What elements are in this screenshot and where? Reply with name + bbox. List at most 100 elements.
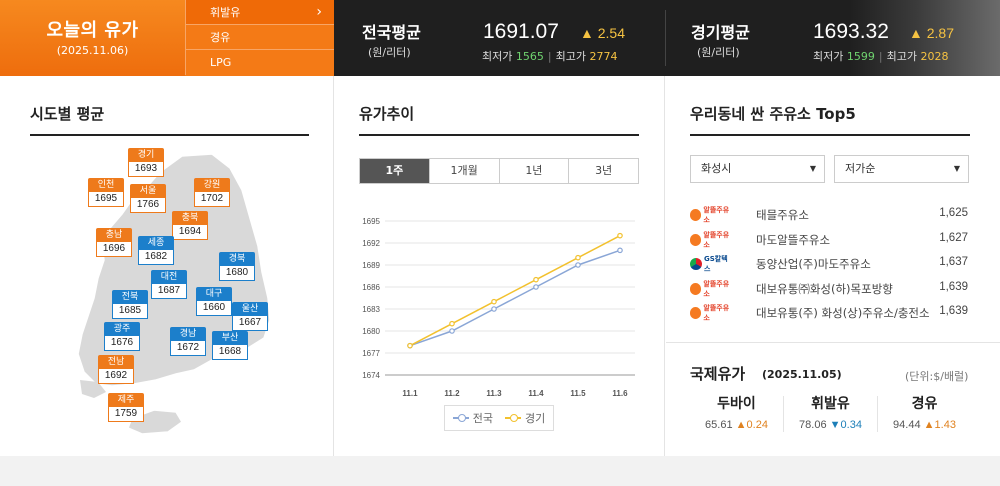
city-marker[interactable]: 울산 1667	[232, 302, 268, 331]
city-marker[interactable]: 세종 1682	[138, 236, 174, 265]
city-name: 경남	[170, 327, 206, 341]
city-marker[interactable]: 부산 1668	[212, 331, 248, 360]
city-name: 부산	[212, 331, 248, 345]
top-bar: 오늘의 유가 (2025.11.06) 휘발유 › 경유 LPG 전국평균 (원…	[0, 0, 1000, 76]
intl-item-dubai: 두바이 65.61 ▲0.24	[690, 393, 783, 431]
city-marker[interactable]: 전남 1692	[98, 355, 134, 384]
city-price: 1672	[170, 341, 206, 356]
caret-down-icon: ▼	[953, 164, 960, 173]
intl-item-diff: ▲0.24	[735, 419, 768, 431]
city-price: 1667	[232, 316, 268, 331]
city-price: 1685	[112, 304, 148, 319]
intl-item-gasoline: 휘발유 78.06 ▼0.34	[784, 393, 877, 431]
sort-select[interactable]: 저가순 ▼	[834, 155, 969, 183]
fuel-menu-item-lpg[interactable]: LPG	[185, 50, 334, 75]
x-tick-label: 11.4	[528, 389, 544, 398]
station-row[interactable]: GS칼텍스 동양산업(주)마도주유소 1,637	[690, 253, 970, 278]
fuel-menu-item-diesel[interactable]: 경유	[185, 25, 334, 50]
fuel-type-menu: 휘발유 › 경유 LPG	[185, 0, 334, 76]
intl-item-price: 94.44	[893, 419, 921, 431]
trend-title: 유가추이	[359, 105, 415, 123]
city-name: 경북	[219, 252, 255, 266]
tab-1year[interactable]: 1년	[498, 159, 569, 183]
city-marker[interactable]: 대전 1687	[151, 270, 187, 299]
x-tick-label: 11.3	[486, 389, 502, 398]
alddeul-logo-icon: 알뜰주유소	[690, 231, 734, 249]
city-marker[interactable]: 경기 1693	[128, 148, 164, 177]
intl-item-diff: ▼0.34	[829, 419, 862, 431]
caret-down-icon: ▼	[809, 164, 816, 173]
alddeul-logo-icon: 알뜰주유소	[690, 206, 734, 224]
data-point	[533, 276, 539, 283]
city-price: 1702	[194, 192, 230, 207]
fuel-menu-item-gasoline[interactable]: 휘발유 ›	[185, 0, 334, 25]
price-trend-chart: 1674 1677 1680 1683 1686 1689 1692 1695 11.1 11.2…	[362, 217, 635, 398]
divider	[783, 396, 784, 432]
city-price: 1682	[138, 250, 174, 265]
regional-average-title: 시도별 평균	[30, 105, 105, 123]
city-price: 1692	[98, 369, 134, 384]
city-name: 세종	[138, 236, 174, 250]
intl-item-diesel: 경유 94.44 ▲1.43	[878, 393, 971, 431]
city-price: 1759	[108, 407, 144, 422]
city-name: 강원	[194, 178, 230, 192]
station-row[interactable]: 알뜰주유소 태믈주유소 1,625	[690, 204, 970, 229]
city-name: 충남	[96, 228, 132, 242]
tab-3year[interactable]: 3년	[568, 159, 638, 183]
tab-1week[interactable]: 1주	[360, 159, 429, 183]
gyeonggi-average-unit: (원/리터)	[697, 46, 740, 59]
city-marker[interactable]: 전북 1685	[112, 290, 148, 319]
intl-item-name: 경유	[911, 396, 938, 412]
city-marker[interactable]: 서울 1766	[130, 184, 166, 213]
station-row[interactable]: 알뜰주유소 마도알뜰주유소 1,627	[690, 229, 970, 254]
station-name: 대보유통(주) 화성(상)주유소/충전소	[756, 306, 930, 320]
legend-item-gyeonggi[interactable]: 경기	[505, 410, 545, 426]
y-tick-label: 1689	[362, 261, 380, 270]
series-line-national	[409, 249, 621, 347]
sort-select-value: 저가순	[845, 162, 876, 175]
station-price: 1,625	[939, 207, 968, 219]
alddeul-logo-icon: 알뜰주유소	[690, 304, 734, 322]
city-name: 서울	[130, 184, 166, 198]
chevron-right-icon: ›	[316, 4, 322, 20]
city-name: 울산	[232, 302, 268, 316]
min-label: 최저가	[482, 50, 513, 63]
max-value: 2028	[920, 50, 949, 63]
gyeonggi-average-diff: ▲ 2.87	[909, 25, 954, 41]
city-price: 1693	[128, 162, 164, 177]
tab-1month[interactable]: 1개월	[428, 159, 499, 183]
fuel-menu-label: 휘발유	[210, 6, 241, 19]
city-marker[interactable]: 경남 1672	[170, 327, 206, 356]
city-name: 경기	[128, 148, 164, 162]
city-name: 전북	[112, 290, 148, 304]
section-underline	[359, 134, 639, 136]
region-select-value: 화성시	[701, 162, 732, 175]
city-marker[interactable]: 인천 1695	[88, 178, 124, 207]
city-price: 1696	[96, 242, 132, 257]
station-name: 동양산업(주)마도주유소	[756, 257, 871, 271]
national-average-value: 1691.07	[483, 20, 559, 43]
city-marker[interactable]: 충남 1696	[96, 228, 132, 257]
city-marker[interactable]: 경북 1680	[219, 252, 255, 281]
station-price: 1,639	[939, 280, 968, 293]
city-marker[interactable]: 충북 1694	[172, 211, 208, 240]
legend-item-national[interactable]: 전국	[452, 410, 493, 426]
city-price: 1660	[196, 301, 232, 316]
intl-item-price: 65.61	[705, 419, 733, 431]
city-marker[interactable]: 광주 1676	[104, 322, 140, 351]
divider	[877, 396, 878, 432]
region-select[interactable]: 화성시 ▼	[690, 155, 825, 183]
gyeonggi-average-value: 1693.32	[813, 20, 889, 43]
data-point	[491, 306, 497, 312]
station-row[interactable]: 알뜰주유소 대보유통㈜화성(하)목포방향 1,639	[690, 278, 970, 303]
city-marker[interactable]: 대구 1660	[196, 287, 232, 316]
station-row[interactable]: 알뜰주유소 대보유통(주) 화성(상)주유소/충전소 1,639	[690, 302, 970, 327]
page-title: 오늘의 유가	[46, 20, 139, 41]
section-underline	[30, 134, 309, 136]
national-min-max: 최저가 1565 | 최고가 2774	[482, 50, 618, 63]
city-marker[interactable]: 강원 1702	[194, 178, 230, 207]
data-point	[533, 284, 539, 290]
y-tick-label: 1674	[362, 371, 380, 380]
page-bottom-strip	[0, 456, 1000, 486]
city-marker[interactable]: 제주 1759	[108, 393, 144, 422]
